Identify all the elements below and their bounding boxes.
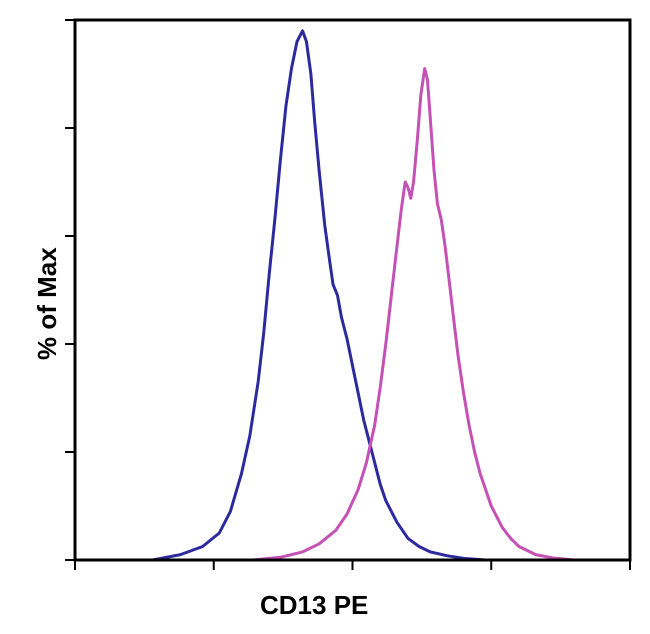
plot-svg [0, 0, 650, 634]
flow-cytometry-histogram: % of Max CD13 PE [0, 0, 650, 634]
plot-group [65, 20, 630, 570]
plot-background [75, 20, 630, 560]
